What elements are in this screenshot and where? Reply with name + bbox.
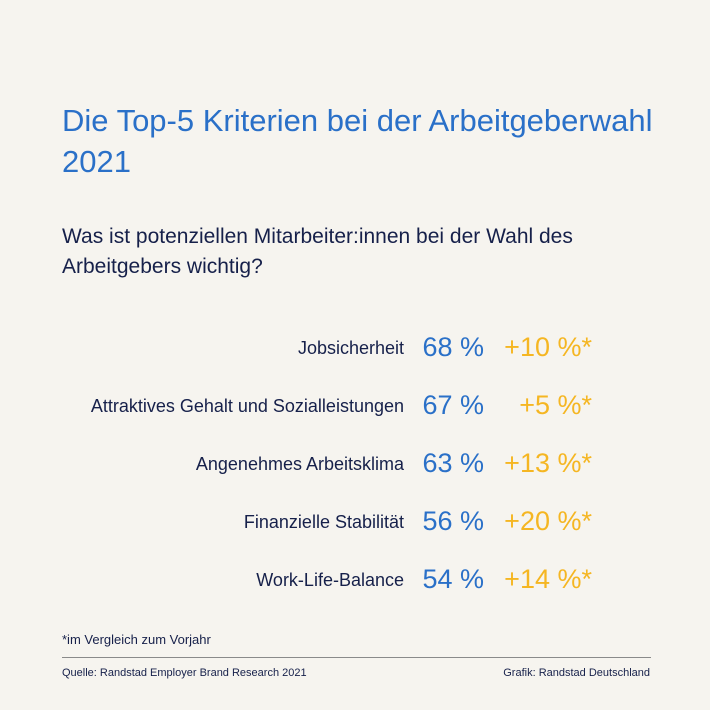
criteria-row: Angenehmes Arbeitsklima 63 % +13 %* [0, 442, 710, 486]
footnote: *im Vergleich zum Vorjahr [62, 632, 211, 647]
criteria-row: Jobsicherheit 68 % +10 %* [0, 326, 710, 370]
criteria-label: Jobsicherheit [297, 338, 404, 358]
criteria-label: Angenehmes Arbeitsklima [195, 454, 404, 474]
criteria-change: +20 %* [504, 506, 592, 536]
criteria-change: +14 %* [504, 564, 592, 594]
subtitle: Was ist potenziellen Mitarbeiter:innen b… [62, 225, 573, 278]
criteria-percentage: 68 % [422, 332, 484, 362]
criteria-change: +5 %* [519, 390, 592, 420]
criteria-row: Work-Life-Balance 54 % +14 %* [0, 558, 710, 602]
credit-note: Grafik: Randstad Deutschland [503, 667, 650, 679]
criteria-percentage: 56 % [422, 506, 484, 536]
source-note: Quelle: Randstad Employer Brand Research… [62, 667, 307, 679]
criteria-label: Attraktives Gehalt und Sozialleistungen [90, 396, 404, 416]
criteria-percentage: 63 % [422, 448, 484, 478]
criteria-label: Work-Life-Balance [256, 570, 404, 590]
page-title: Die Top-5 Kriterien bei der Arbeitgeberw… [62, 103, 653, 179]
criteria-change: +13 %* [504, 448, 592, 478]
divider [62, 657, 651, 658]
criteria-percentage: 54 % [422, 564, 484, 594]
criteria-change: +10 %* [504, 332, 592, 362]
criteria-percentage: 67 % [422, 390, 484, 420]
criteria-row: Attraktives Gehalt und Sozialleistungen … [0, 384, 710, 428]
criteria-row: Finanzielle Stabilität 56 % +20 %* [0, 500, 710, 544]
criteria-label: Finanzielle Stabilität [243, 512, 404, 532]
